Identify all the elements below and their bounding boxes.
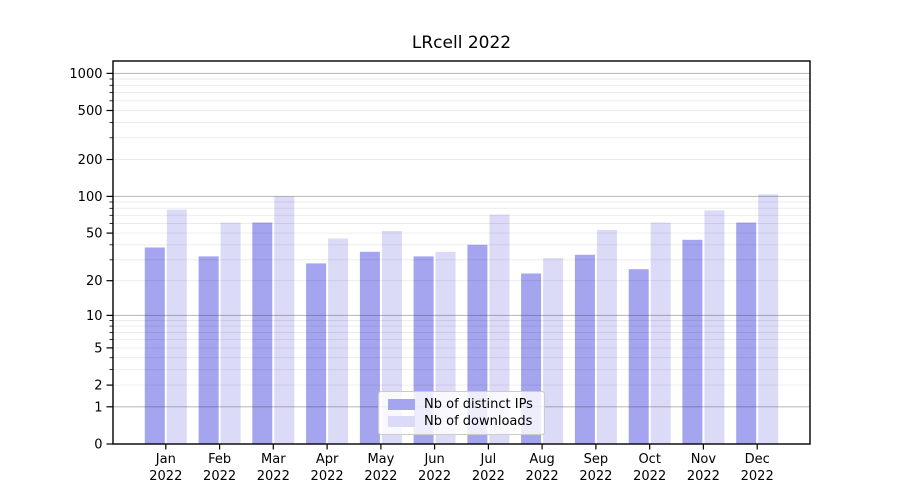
bar-distinct-ips xyxy=(198,256,219,444)
x-tick-label: Feb 2022 xyxy=(203,452,236,484)
y-tick-label: 5 xyxy=(94,341,102,356)
x-tick-label: Jan 2022 xyxy=(149,452,182,484)
x-tick-label: Mar 2022 xyxy=(257,452,290,484)
bar-downloads xyxy=(758,194,779,444)
legend-swatch-downloads xyxy=(388,416,415,427)
bar-distinct-ips xyxy=(574,254,595,444)
y-tick-label: 0 xyxy=(94,438,102,453)
bar-downloads xyxy=(220,222,241,444)
legend-item-distinct-ips: Nb of distinct IPs xyxy=(388,397,535,412)
legend: Nb of distinct IPs Nb of downloads xyxy=(378,391,545,435)
bar-downloads xyxy=(274,196,295,444)
bar-downloads xyxy=(328,238,349,444)
y-tick-label: 1000 xyxy=(69,67,102,82)
y-tick-label: 100 xyxy=(78,190,103,205)
x-tick-label: Oct 2022 xyxy=(633,452,666,484)
legend-item-downloads: Nb of downloads xyxy=(388,414,535,429)
y-tick-label: 10 xyxy=(86,309,103,324)
chart-title: LRcell 2022 xyxy=(411,33,512,53)
legend-swatch-distinct-ips xyxy=(388,399,415,410)
legend-label-distinct-ips: Nb of distinct IPs xyxy=(424,397,533,412)
bar-downloads xyxy=(704,210,725,444)
bar-downloads xyxy=(650,222,671,444)
x-tick-label: Dec 2022 xyxy=(741,452,774,484)
y-tick-label: 20 xyxy=(86,274,103,289)
bar-distinct-ips xyxy=(359,251,380,444)
x-tick-label: Jul 2022 xyxy=(472,452,505,484)
bar-distinct-ips xyxy=(144,247,165,444)
bar-distinct-ips xyxy=(252,222,273,444)
y-tick-label: 2 xyxy=(94,379,102,394)
x-tick-label: May 2022 xyxy=(364,452,397,484)
x-tick-label: Apr 2022 xyxy=(311,452,344,484)
bar-distinct-ips xyxy=(628,269,649,444)
y-tick-label: 200 xyxy=(78,153,103,168)
y-tick-label: 50 xyxy=(86,227,103,242)
x-tick-label: Sep 2022 xyxy=(579,452,612,484)
bar-downloads xyxy=(596,230,617,444)
bar-distinct-ips xyxy=(736,222,757,444)
bar-downloads xyxy=(166,209,187,444)
y-tick-label: 1 xyxy=(94,400,102,415)
y-tick-label: 500 xyxy=(78,104,103,119)
legend-label-downloads: Nb of downloads xyxy=(424,414,533,429)
x-tick-label: Jun 2022 xyxy=(418,452,451,484)
bar-downloads xyxy=(489,214,510,444)
bar-distinct-ips xyxy=(682,239,703,444)
x-tick-label: Aug 2022 xyxy=(526,452,559,484)
bar-distinct-ips xyxy=(306,263,327,444)
plot-frame xyxy=(112,60,811,445)
x-tick-label: Nov 2022 xyxy=(687,452,720,484)
bar-downloads xyxy=(543,258,564,444)
bar-downloads xyxy=(381,231,402,444)
